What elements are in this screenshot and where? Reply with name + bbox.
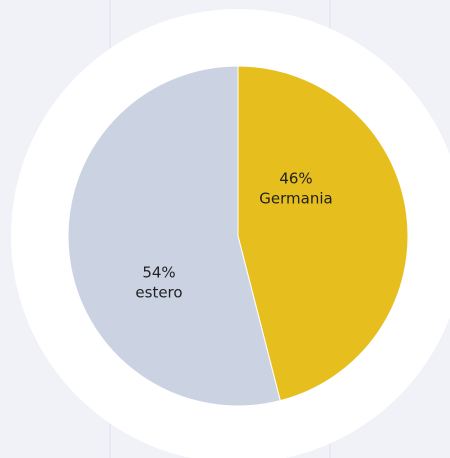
pie-slice [237,65,409,402]
category-label: Germania [259,190,332,208]
value-label: 54% [142,264,175,282]
pie-slice [67,65,281,407]
category-label: estero [135,284,182,302]
slices [67,65,409,407]
labels: 46% Germania 54% estero [135,170,332,302]
value-label: 46% [279,170,312,188]
